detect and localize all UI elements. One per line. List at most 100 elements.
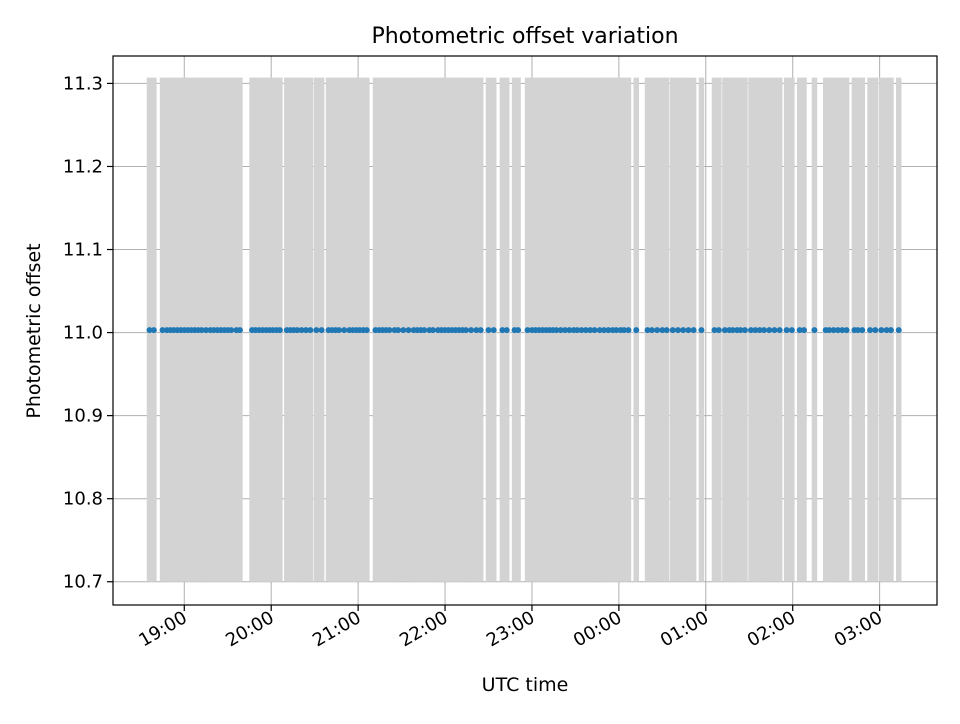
data-point	[826, 327, 833, 334]
data-point	[386, 327, 393, 334]
data-point	[236, 327, 243, 334]
data-point	[783, 327, 790, 334]
data-point	[613, 327, 620, 334]
data-point	[685, 327, 692, 334]
data-point	[313, 327, 320, 334]
data-point	[561, 327, 568, 334]
data-point	[395, 327, 402, 334]
data-point	[146, 327, 153, 334]
data-point	[674, 327, 681, 334]
data-point	[811, 327, 818, 334]
data-point	[801, 327, 808, 334]
data-point	[203, 327, 210, 334]
data-point	[698, 327, 705, 334]
data-point	[578, 327, 585, 334]
data-point	[524, 327, 531, 334]
data-point	[747, 327, 754, 334]
data-point	[503, 327, 510, 334]
data-point	[711, 327, 718, 334]
data-point	[566, 327, 573, 334]
data-point	[659, 327, 666, 334]
data-point	[669, 327, 676, 334]
data-point	[591, 327, 598, 334]
data-point	[587, 327, 594, 334]
data-point	[421, 327, 428, 334]
data-point	[400, 327, 407, 334]
y-tick-label: 10.8	[63, 489, 103, 510]
data-point	[302, 327, 309, 334]
data-point	[341, 327, 348, 334]
data-point	[839, 327, 846, 334]
y-tick-label: 10.7	[63, 572, 103, 593]
data-point	[715, 327, 722, 334]
data-point	[625, 327, 632, 334]
data-point	[557, 327, 564, 334]
data-point	[485, 327, 492, 334]
y-tick-label: 11.0	[63, 323, 103, 344]
data-point	[477, 327, 484, 334]
data-point	[872, 327, 879, 334]
data-point	[680, 327, 687, 334]
data-point	[601, 327, 608, 334]
plot-area	[113, 56, 937, 605]
data-point	[654, 327, 661, 334]
data-point	[621, 327, 628, 334]
data-point	[582, 327, 589, 334]
data-point	[867, 327, 874, 334]
data-point	[405, 327, 412, 334]
data-point	[721, 327, 728, 334]
data-point	[878, 327, 885, 334]
data-point	[648, 327, 655, 334]
data-point	[887, 327, 894, 334]
data-point	[830, 327, 837, 334]
data-point	[363, 327, 370, 334]
data-point	[788, 327, 795, 334]
data-point	[553, 327, 560, 334]
data-point	[574, 327, 581, 334]
data-point	[729, 327, 736, 334]
data-point	[596, 327, 603, 334]
data-point	[228, 327, 235, 334]
data-point	[756, 327, 763, 334]
data-point	[771, 327, 778, 334]
data-point	[883, 327, 890, 334]
y-tick-label: 10.9	[63, 406, 103, 427]
data-point	[307, 327, 314, 334]
data-point	[854, 327, 861, 334]
data-point	[490, 327, 497, 334]
data-point	[859, 327, 866, 334]
data-point	[198, 327, 205, 334]
data-point	[766, 327, 773, 334]
data-point	[468, 327, 475, 334]
data-point	[633, 327, 640, 334]
data-point	[776, 327, 783, 334]
data-point	[499, 327, 506, 334]
data-point	[843, 327, 850, 334]
data-point	[761, 327, 768, 334]
y-tick-label: 11.1	[63, 240, 103, 261]
data-point	[895, 327, 902, 334]
data-point	[605, 327, 612, 334]
data-point	[462, 327, 469, 334]
data-point	[276, 327, 283, 334]
data-point	[473, 327, 480, 334]
data-point	[796, 327, 803, 334]
data-point	[318, 327, 325, 334]
data-point	[298, 327, 305, 334]
data-point	[429, 327, 436, 334]
data-point	[690, 327, 697, 334]
data-point	[335, 327, 342, 334]
x-axis-label: UTC time	[482, 674, 569, 696]
data-point	[150, 327, 157, 334]
axes-frame	[112, 55, 938, 606]
y-axis-label: Photometric offset	[23, 243, 45, 418]
data-point	[159, 327, 166, 334]
data-point	[741, 327, 748, 334]
data-point	[294, 327, 301, 334]
y-tick-label: 11.2	[63, 156, 103, 177]
data-point	[663, 327, 670, 334]
data-point	[644, 327, 651, 334]
y-tick-label: 11.3	[63, 73, 103, 94]
